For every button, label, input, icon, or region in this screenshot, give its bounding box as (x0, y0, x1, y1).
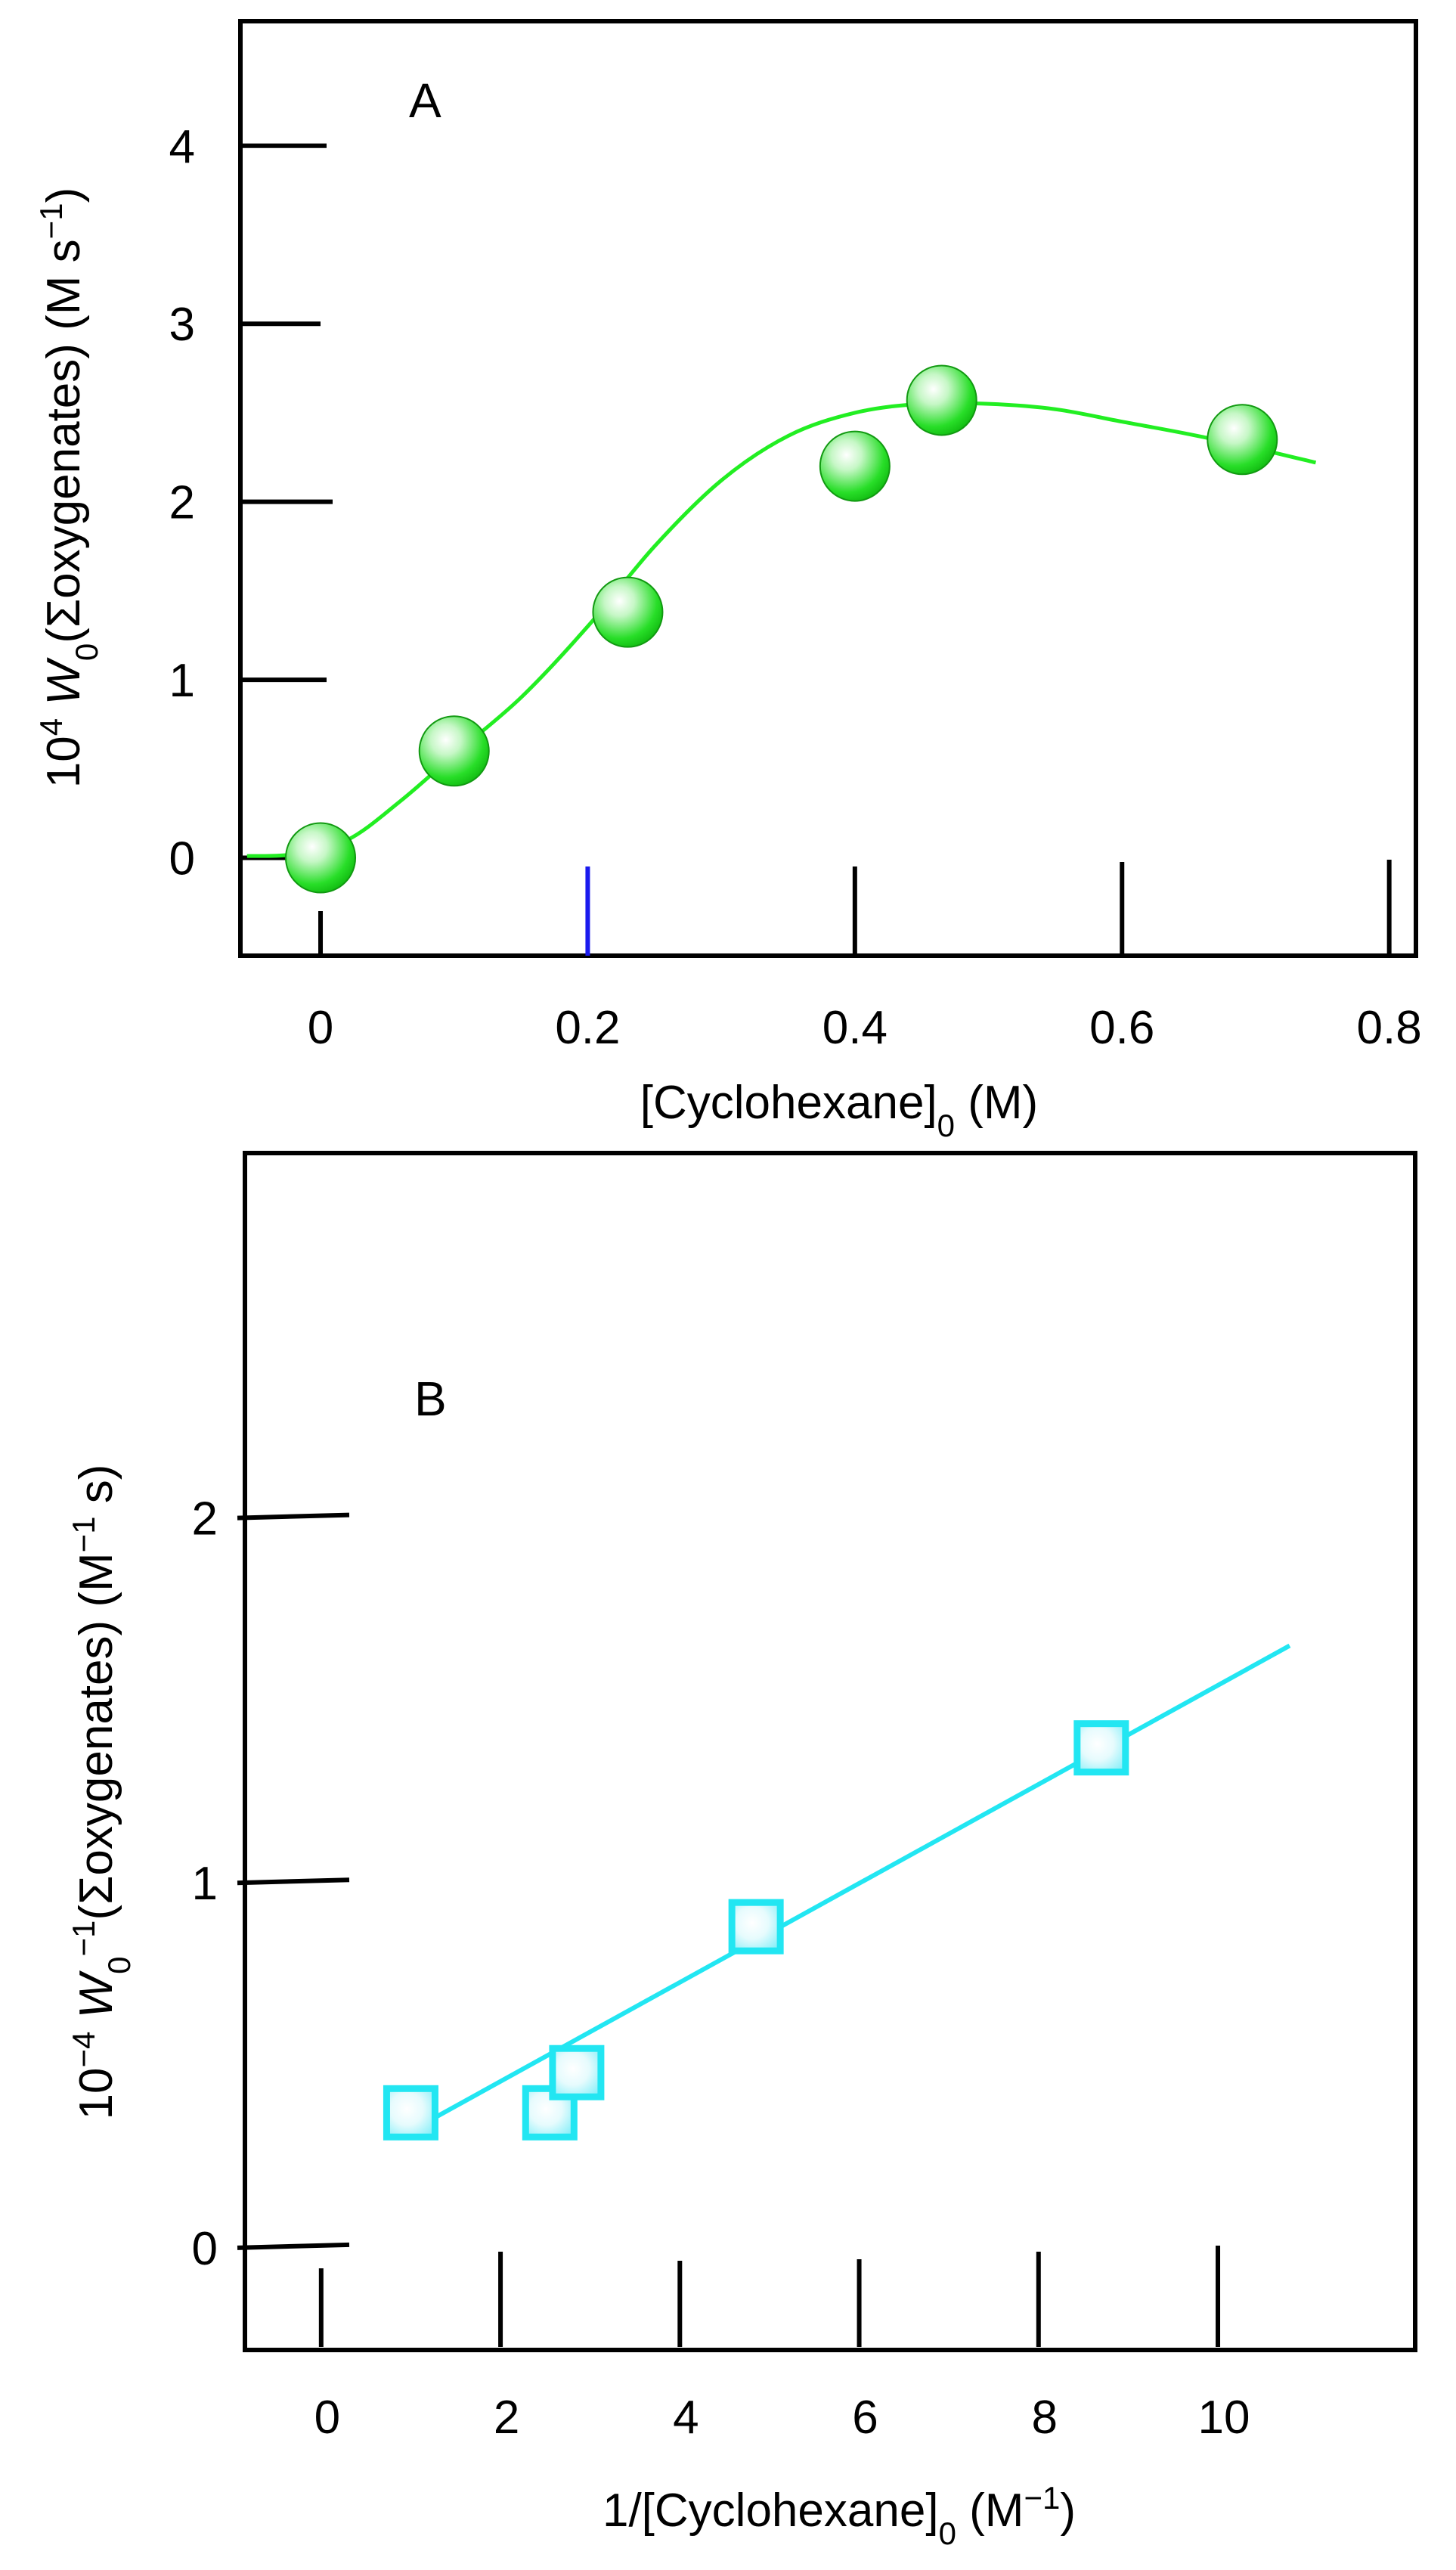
y-tick (237, 1877, 350, 1886)
x-axis-title: 1/[Cyclohexane]0 (M−1) (603, 2480, 1076, 2551)
data-point (906, 364, 977, 436)
fit-line (396, 1643, 1291, 2141)
x-tick-label: 2 (494, 2392, 519, 2444)
data-point (819, 430, 891, 502)
data-point (728, 1899, 784, 1955)
plot-frame (238, 19, 1418, 958)
x-tick-label: 0.2 (555, 1002, 620, 1054)
y-tick-label: 3 (169, 299, 195, 351)
x-tick-label: 0 (314, 2392, 340, 2444)
y-tick-label: 2 (192, 1493, 218, 1545)
fit-curve (246, 401, 1317, 858)
data-point (285, 822, 357, 894)
x-tick-label: 8 (1032, 2392, 1058, 2444)
panel-b: 0 1 2 0 2 4 6 8 10 B 1/[Cyclohexane]0 (M−1) 10−… (66, 1151, 1417, 2551)
y-tick-label: 4 (169, 121, 195, 173)
plot-frame (243, 1151, 1417, 2352)
y-tick-label: 1 (169, 655, 195, 707)
x-tick-label: 6 (852, 2392, 878, 2444)
data-point (549, 2045, 605, 2100)
x-tick-label: 0.6 (1089, 1002, 1154, 1054)
x-tick-label: 0.8 (1357, 1002, 1422, 1054)
x-axis-title: [Cyclohexane]0 (M) (640, 1077, 1038, 1143)
y-tick (237, 1512, 350, 1521)
panel-letter: A (409, 73, 441, 128)
y-tick-label: 1 (192, 1858, 218, 1910)
y-tick (237, 2242, 350, 2250)
y-axis-title: 10−4 W0−1(Σoxygenates) (M−1 s) (66, 1465, 137, 2120)
y-axis-title: 104 W0(Σoxygenates) (M s−1) (33, 188, 104, 788)
x-tick-label: 0.4 (822, 1002, 888, 1054)
x-tick-label: 10 (1198, 2392, 1250, 2444)
data-point (1207, 404, 1278, 476)
data-point (383, 2085, 438, 2141)
panel-letter: B (414, 1372, 447, 1426)
x-tick-label: 4 (673, 2392, 699, 2444)
x-tick-label: 0 (308, 1002, 333, 1054)
y-tick-label: 2 (169, 477, 195, 529)
data-point (592, 576, 664, 648)
data-point (418, 715, 490, 787)
data-point (1073, 1720, 1129, 1776)
y-tick-label: 0 (192, 2223, 218, 2275)
y-tick-label: 0 (169, 833, 195, 885)
panel-a: 0 1 2 3 4 0 0.2 0.4 0.6 0.8 A [Cyclohexane]0 (M)… (33, 19, 1422, 1143)
